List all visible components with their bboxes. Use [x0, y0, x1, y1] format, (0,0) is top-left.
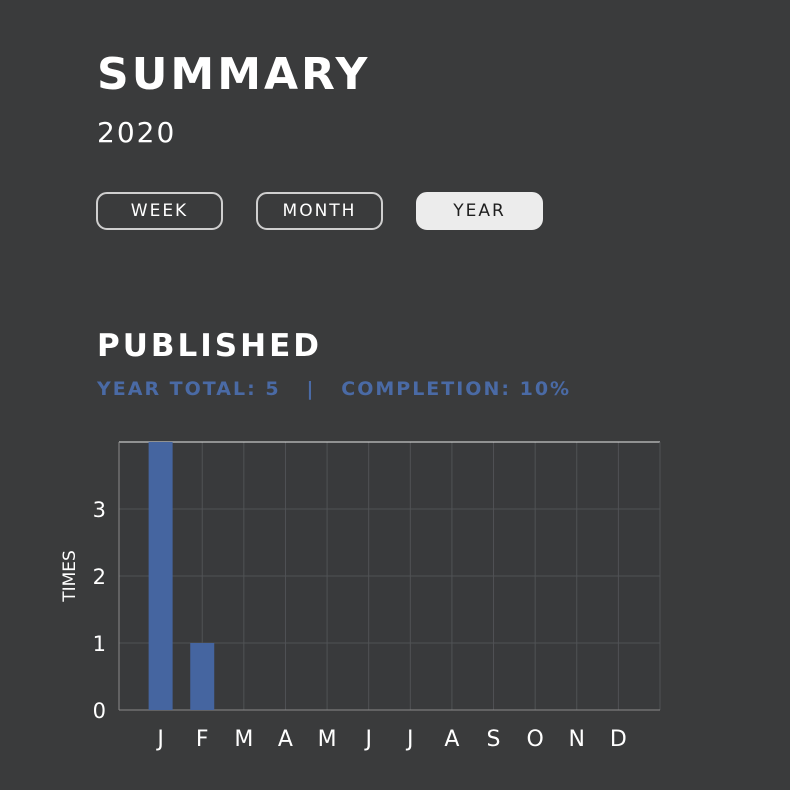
- completion-value: 10%: [519, 378, 572, 400]
- x-tick-label: A: [444, 727, 459, 752]
- published-stats: YEAR TOTAL: 5 | COMPLETION: 10%: [97, 376, 571, 402]
- page-title: SUMMARY: [97, 49, 371, 100]
- x-tick-label: A: [278, 727, 293, 752]
- x-tick-label: J: [405, 727, 414, 752]
- bar-2: [190, 643, 215, 710]
- x-tick-label: D: [610, 727, 627, 752]
- year-total-label: YEAR TOTAL:: [97, 378, 257, 400]
- y-tick-label: 1: [93, 632, 106, 656]
- published-section-title: PUBLISHED: [97, 328, 322, 364]
- x-tick-label: J: [363, 727, 372, 752]
- completion-label: COMPLETION:: [341, 378, 511, 400]
- y-tick-label: 3: [93, 498, 106, 522]
- y-axis-label: TIMES: [60, 550, 80, 603]
- x-tick-label: N: [569, 727, 585, 752]
- bar-1: [148, 442, 173, 710]
- year-total-value: 5: [265, 378, 281, 400]
- y-tick-label: 2: [93, 565, 106, 589]
- y-tick-label: 0: [93, 699, 106, 723]
- x-tick-label: J: [155, 727, 164, 752]
- x-tick-label: M: [318, 727, 337, 752]
- x-tick-label: F: [196, 727, 209, 752]
- month-tab-button[interactable]: MONTH: [256, 192, 383, 230]
- year-label: 2020: [97, 116, 177, 149]
- x-tick-label: M: [234, 727, 253, 752]
- year-tab-button[interactable]: YEAR: [416, 192, 543, 230]
- x-tick-label: O: [526, 727, 543, 752]
- week-tab-button[interactable]: WEEK: [96, 192, 223, 230]
- x-tick-label: S: [487, 727, 501, 752]
- stats-separator: |: [306, 378, 316, 400]
